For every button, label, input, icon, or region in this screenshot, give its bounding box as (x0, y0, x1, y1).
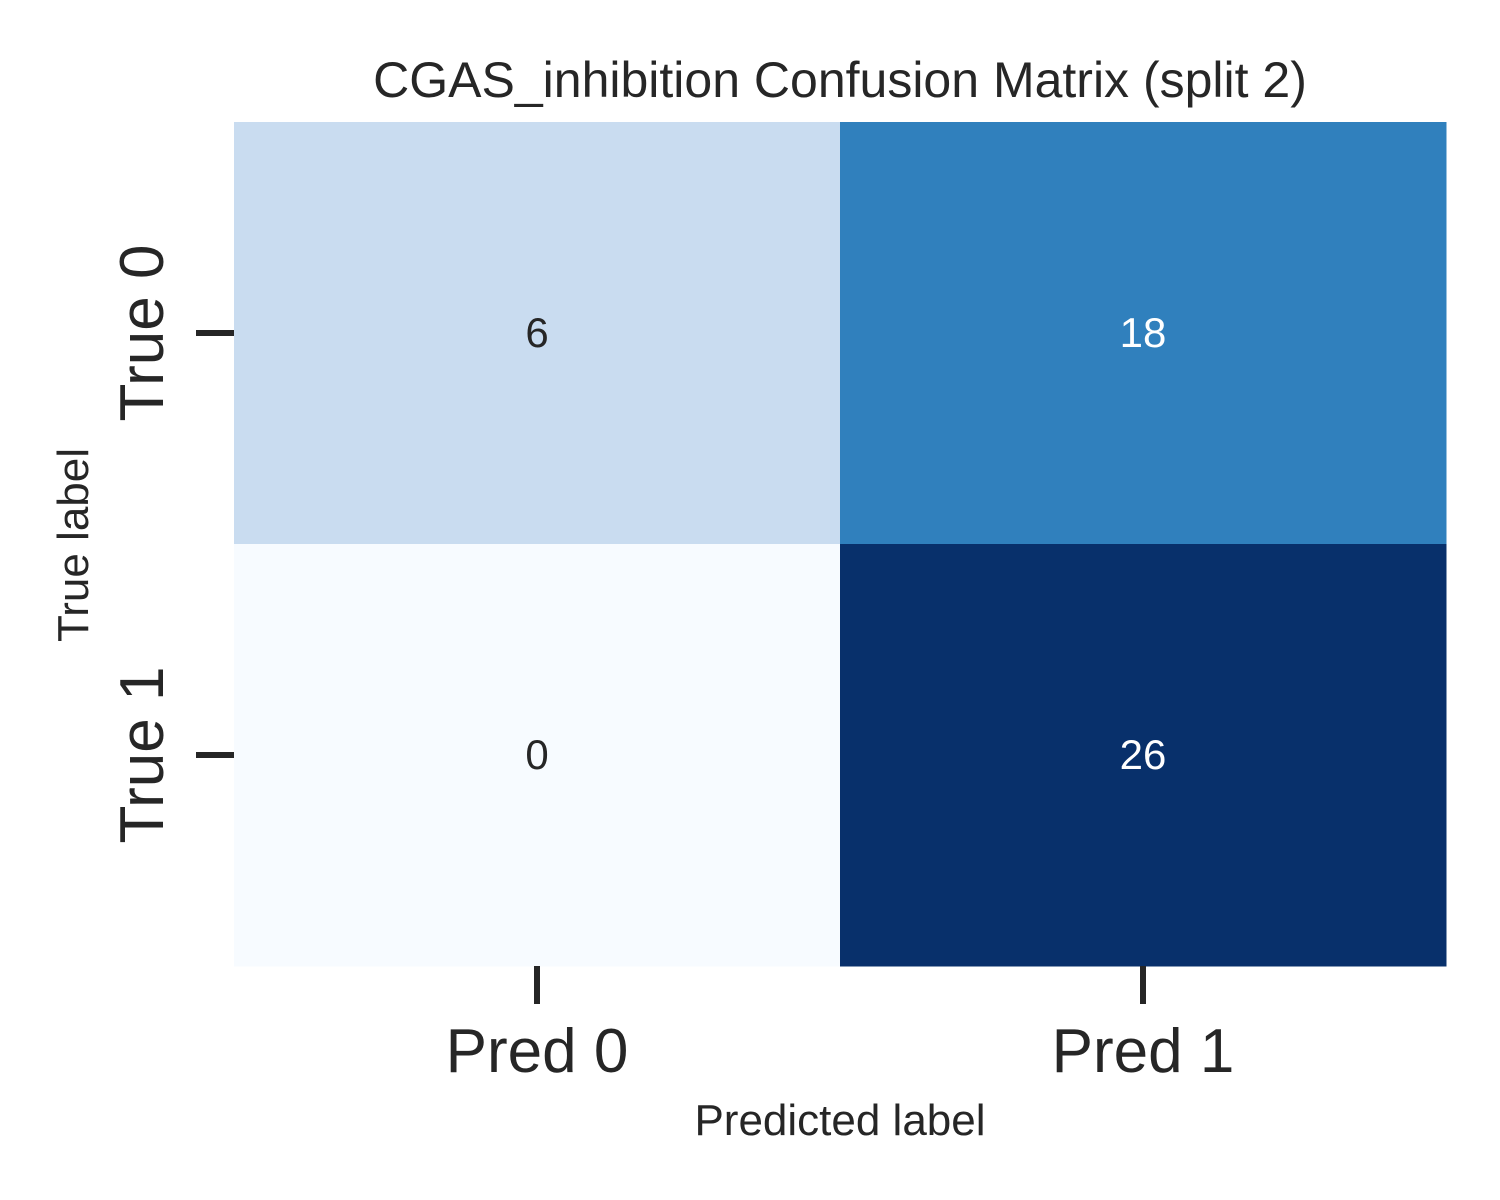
x-tick-label-1: Pred 1 (1052, 1017, 1235, 1086)
heatmap-cell-r1-c0 (234, 544, 841, 967)
heatmap-cell-r0-c1 (840, 122, 1447, 545)
axis-ticks (196, 330, 1146, 1004)
y-tick-label-1: True 1 (108, 667, 177, 844)
cell-value-r0-c1: 18 (1120, 309, 1167, 356)
cell-value-r0-c0: 6 (525, 309, 548, 356)
x-tick-label-0: Pred 0 (446, 1017, 629, 1086)
cell-value-r1-c1: 26 (1120, 731, 1167, 778)
heatmap-cell-r0-c0 (234, 122, 841, 545)
heatmap-cells (234, 122, 1447, 967)
axis-tick-labels: Pred 0 Pred 1 True 0 True 1 (108, 245, 1234, 1086)
y-tick-label-0: True 0 (108, 245, 177, 422)
heatmap-cell-labels: 6 18 0 26 (525, 309, 1166, 778)
x-axis-label: Predicted label (694, 1096, 985, 1145)
chart-title: CGAS_inhibition Confusion Matrix (split … (373, 52, 1307, 108)
heatmap-cell-r1-c1 (840, 544, 1447, 967)
y-axis-label: True label (49, 448, 98, 642)
cell-value-r1-c0: 0 (525, 731, 548, 778)
